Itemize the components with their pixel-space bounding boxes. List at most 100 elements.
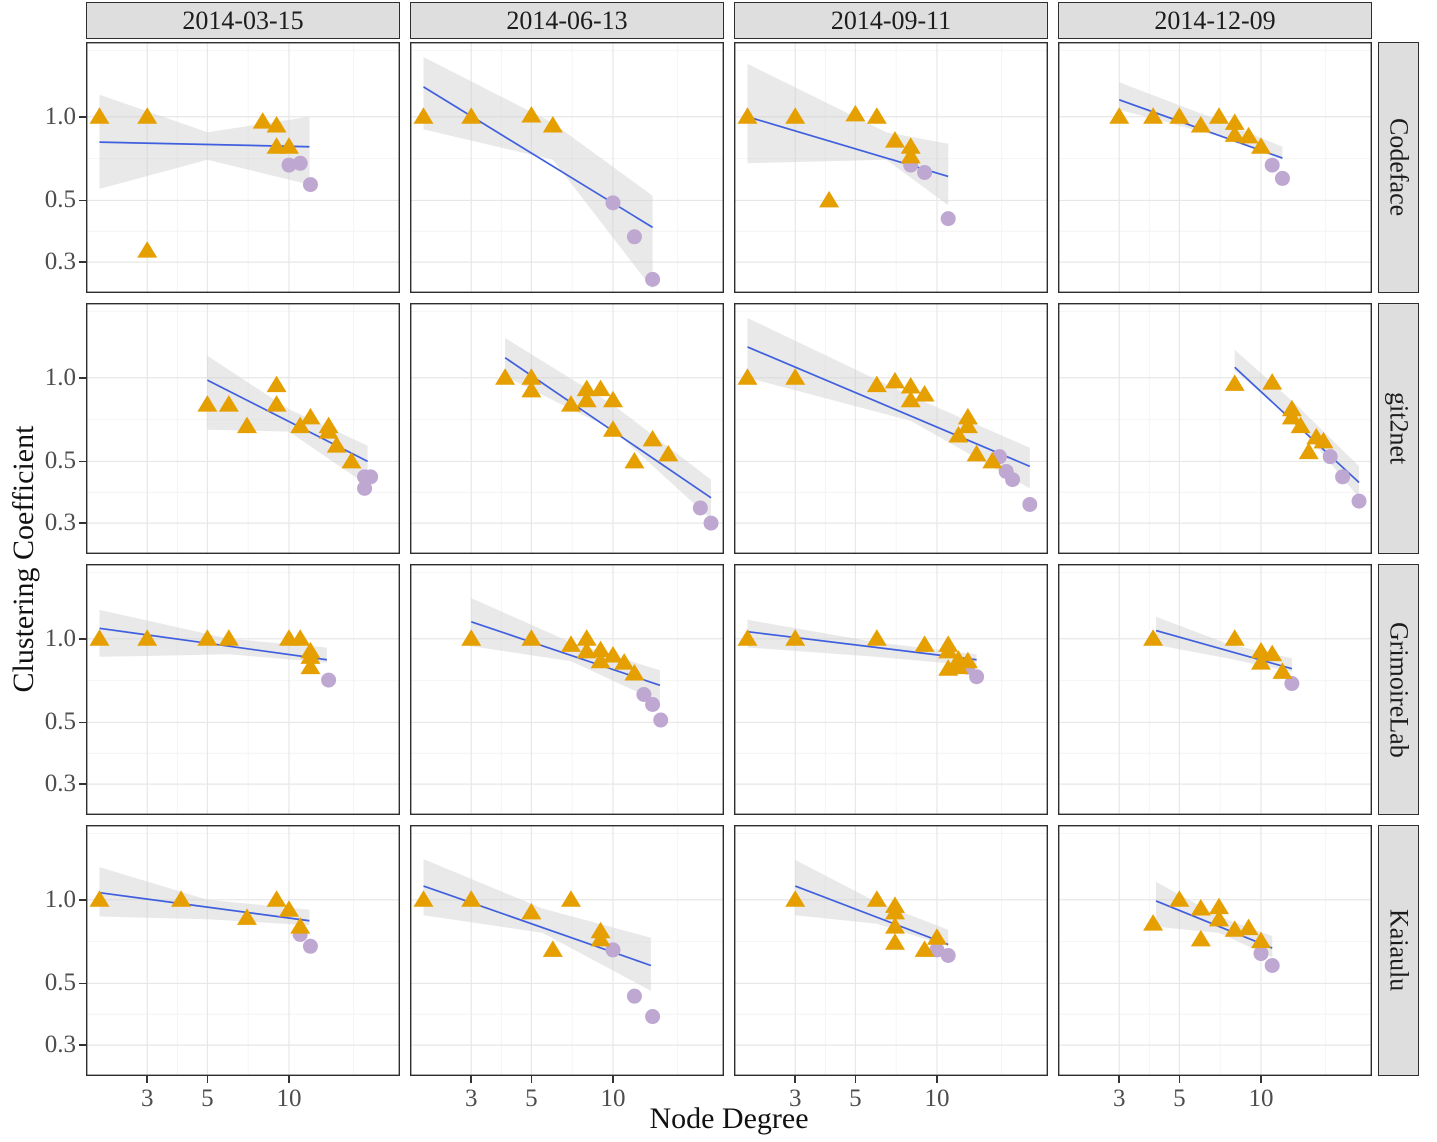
x-tick-mark <box>146 1076 149 1083</box>
circle-marker <box>645 271 661 287</box>
panel-background <box>1058 564 1372 815</box>
triangle-marker <box>1224 125 1245 142</box>
panel-border <box>86 303 400 554</box>
triangle-marker <box>171 890 192 907</box>
triangle-marker <box>900 390 921 408</box>
circle-marker <box>281 157 297 173</box>
facet-row-strip: GrimoireLab <box>1378 564 1419 815</box>
trend-line <box>794 885 949 946</box>
facet-row-strip: Kaiaulu <box>1378 825 1419 1076</box>
triangle-marker <box>658 444 679 462</box>
triangle-marker <box>1143 914 1164 931</box>
x-tick-label: 5 <box>1173 1085 1186 1112</box>
triangle-marker <box>266 115 287 133</box>
triangle-marker <box>866 890 887 907</box>
triangle-marker <box>521 380 542 398</box>
triangle-marker <box>576 390 597 408</box>
triangle-marker <box>624 451 645 469</box>
x-tick-mark <box>612 1076 614 1083</box>
panel-Codeface-2014-09-11 <box>734 42 1048 293</box>
triangle-marker <box>326 436 347 453</box>
y-tick-label: 1.0 <box>44 624 76 652</box>
triangle-marker <box>948 425 969 443</box>
triangle-marker <box>290 629 311 646</box>
panel-border <box>734 42 1048 293</box>
triangle-marker <box>590 379 611 397</box>
panel-Codeface-2014-06-13 <box>410 42 724 293</box>
circle-marker <box>1322 449 1338 465</box>
triangle-marker <box>1169 890 1190 907</box>
gridlines <box>1058 564 1372 815</box>
x-tick-mark <box>470 1076 473 1083</box>
triangle-marker <box>845 104 866 122</box>
circle-marker <box>1274 170 1290 186</box>
triangle-marker <box>957 651 978 669</box>
circle-marker <box>940 211 956 227</box>
panel-border <box>1058 42 1372 293</box>
panel-background <box>86 564 400 815</box>
triangle-marker <box>938 641 959 659</box>
panel-border <box>734 825 1048 1076</box>
triangle-marker <box>785 107 806 124</box>
circle-marker <box>653 712 669 728</box>
triangle-marker <box>341 451 362 469</box>
triangle-marker <box>300 657 321 675</box>
y-tick-label: 0.5 <box>44 447 76 475</box>
confidence-band <box>423 57 653 289</box>
panel-background <box>734 564 1048 815</box>
circle-marker <box>636 687 652 703</box>
gridlines <box>1058 825 1372 1076</box>
triangle-marker <box>884 917 905 934</box>
triangle-marker <box>461 107 482 124</box>
triangle-marker <box>1224 629 1245 646</box>
triangle-marker <box>1190 929 1211 947</box>
circle-marker <box>969 669 985 685</box>
panel-border <box>734 303 1048 554</box>
circle-marker <box>703 515 719 531</box>
panel-background <box>1058 303 1372 554</box>
panel-Codeface-2014-12-09 <box>1058 42 1372 293</box>
triangle-marker <box>602 420 623 437</box>
triangle-marker <box>1290 416 1311 434</box>
panel-background <box>410 42 724 293</box>
triangle-marker <box>1250 931 1271 949</box>
panel-background <box>1058 42 1372 293</box>
gridlines <box>410 42 724 293</box>
circle-marker <box>626 229 642 245</box>
circle-marker <box>292 155 308 171</box>
triangle-marker <box>1272 662 1293 679</box>
triangle-marker <box>866 375 887 393</box>
panel-Kaiaulu-2014-03-15 <box>86 825 400 1076</box>
triangle-marker <box>1190 898 1211 916</box>
panel-background <box>734 303 1048 554</box>
triangle-marker <box>1250 653 1271 670</box>
panel-background <box>86 42 400 293</box>
panel-background <box>410 303 724 554</box>
panel-background <box>1058 825 1372 1076</box>
y-tick-mark <box>79 261 86 263</box>
confidence-band <box>747 63 949 206</box>
triangle-marker <box>1143 629 1164 646</box>
triangle-marker <box>914 385 935 402</box>
panel-git2net-2014-06-13 <box>410 303 724 554</box>
triangle-marker <box>137 107 158 124</box>
panel-border <box>1058 303 1372 554</box>
triangle-marker <box>1250 641 1271 659</box>
triangle-marker <box>602 390 623 408</box>
facet-row-strip: git2net <box>1378 303 1419 554</box>
triangle-marker <box>542 115 563 133</box>
y-tick-label: 0.3 <box>44 509 76 537</box>
triangle-marker <box>236 908 257 925</box>
facet-column-strip: 2014-06-13 <box>410 2 724 39</box>
gridlines <box>734 564 1048 815</box>
triangle-marker <box>576 641 597 659</box>
triangle-marker <box>785 629 806 646</box>
y-tick-mark <box>79 376 86 379</box>
triangle-marker <box>737 107 758 124</box>
triangle-marker <box>461 629 482 646</box>
x-tick-label: 3 <box>140 1085 154 1112</box>
x-tick-mark <box>936 1076 938 1083</box>
panel-GrimoireLab-2014-09-11 <box>734 564 1048 815</box>
y-tick-mark <box>79 982 86 985</box>
circle-marker <box>929 942 945 958</box>
